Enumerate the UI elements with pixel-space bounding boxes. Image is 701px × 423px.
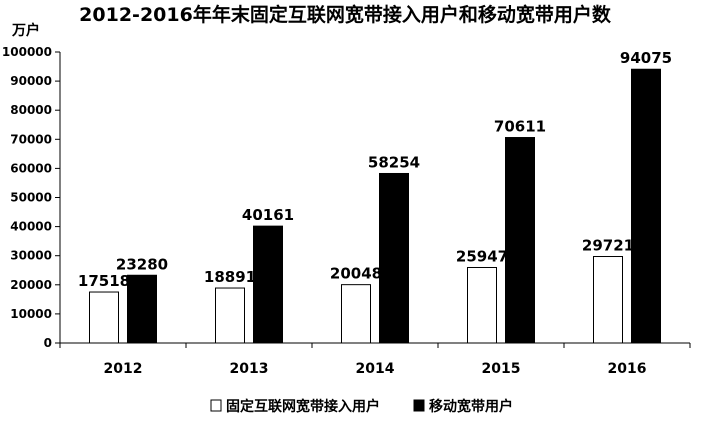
bar-mobile-broadband — [127, 274, 157, 344]
bar-fixed-broadband — [467, 266, 497, 344]
bars — [89, 68, 661, 344]
data-label: 25947 — [456, 247, 508, 265]
chart-title: 2012-2016年年末固定互联网宽带接入用户和移动宽带用户数 — [79, 3, 612, 26]
x-tick-label: 2016 — [608, 361, 647, 377]
y-tick-label: 60000 — [10, 161, 52, 175]
x-tick-label: 2014 — [356, 361, 395, 377]
data-label: 94075 — [620, 49, 672, 67]
data-label: 20048 — [330, 265, 382, 283]
y-tick-label: 40000 — [10, 220, 52, 234]
legend-swatch-fixed — [210, 399, 222, 412]
y-tick-label: 10000 — [10, 307, 52, 321]
bar-fixed-broadband — [341, 284, 371, 344]
x-tick-label: 2015 — [482, 361, 521, 377]
data-label: 18891 — [204, 268, 256, 286]
bar-mobile-broadband — [253, 225, 283, 344]
y-tick-label: 50000 — [10, 191, 52, 205]
data-label: 58254 — [368, 153, 420, 171]
bar-mobile-broadband — [631, 68, 661, 344]
data-label: 29721 — [582, 237, 634, 255]
legend-label: 固定互联网宽带接入用户 — [226, 398, 380, 415]
x-tick-label: 2013 — [230, 361, 269, 377]
y-tick-label: 100000 — [2, 45, 52, 59]
legend: 固定互联网宽带接入用户 移动宽带用户 — [210, 398, 513, 415]
legend-label: 移动宽带用户 — [429, 398, 513, 415]
y-tick-label: 90000 — [10, 74, 52, 88]
x-axis: 2012 2013 2014 2015 2016 — [59, 342, 691, 377]
bar-mobile-broadband — [505, 137, 535, 344]
y-tick-label: 30000 — [10, 249, 52, 263]
data-label: 23280 — [116, 255, 168, 273]
data-label: 70611 — [494, 118, 546, 136]
y-tick-label: 80000 — [10, 103, 52, 117]
data-label: 40161 — [242, 206, 294, 224]
y-axis-unit-label: 万户 — [11, 22, 40, 39]
y-axis: 0 10000 20000 30000 40000 50000 60000 70000 8000… — [2, 45, 61, 350]
legend-swatch-mobile — [413, 399, 425, 412]
bar-fixed-broadband — [89, 291, 119, 344]
y-tick-label: 20000 — [10, 278, 52, 292]
bar-fixed-broadband — [593, 256, 623, 344]
bar-fixed-broadband — [215, 287, 245, 344]
y-tick-label: 70000 — [10, 132, 52, 146]
bar-mobile-broadband — [379, 172, 409, 344]
y-tick-label: 0 — [44, 336, 52, 350]
data-label: 17518 — [78, 272, 130, 290]
x-tick-label: 2012 — [104, 361, 143, 377]
